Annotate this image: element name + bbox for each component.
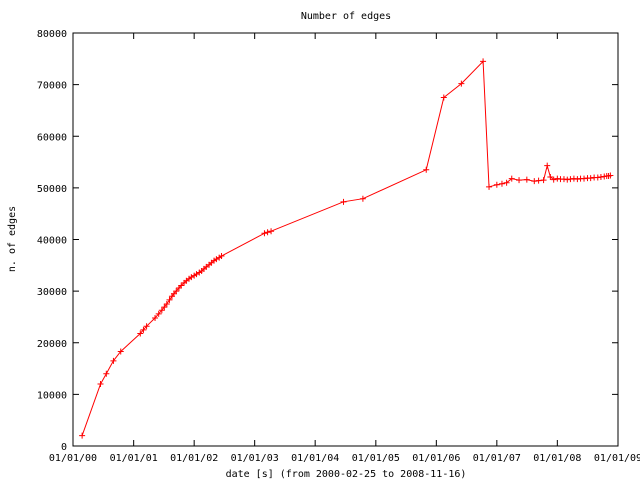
data-point-marker — [594, 174, 601, 181]
data-point-marker — [574, 176, 581, 183]
plot-frame — [72, 32, 619, 447]
data-point-marker — [158, 307, 165, 314]
x-tick-label: 01/01/04 — [291, 453, 339, 464]
data-point-marker — [498, 180, 505, 187]
y-axis-label: n. of edges — [7, 206, 18, 272]
data-point-marker — [547, 174, 554, 181]
data-point-marker — [535, 177, 542, 184]
y-tick-label: 20000 — [37, 339, 67, 350]
data-point-marker — [143, 323, 150, 330]
data-point-marker — [486, 183, 493, 190]
data-point-marker — [458, 80, 465, 87]
data-point-marker — [607, 172, 614, 179]
data-point-marker — [264, 229, 271, 236]
data-point-marker — [261, 230, 268, 237]
x-axis-label: date [s] (from 2000-02-25 to 2008-11-16) — [226, 469, 467, 480]
data-point-marker — [97, 381, 104, 388]
y-tick-label: 40000 — [37, 236, 67, 247]
data-point-marker — [516, 177, 523, 184]
data-point-marker — [480, 58, 487, 65]
y-tick-label: 80000 — [37, 29, 67, 40]
y-tick-label: 0 — [61, 442, 67, 453]
data-point-marker — [597, 174, 604, 181]
data-point-marker — [103, 370, 110, 377]
x-tick-label: 01/01/05 — [352, 453, 400, 464]
data-point-marker — [340, 198, 347, 205]
y-tick-label: 60000 — [37, 132, 67, 143]
data-point-marker — [493, 181, 500, 188]
data-point-marker — [155, 310, 162, 317]
data-point-marker — [140, 326, 147, 333]
x-tick-label: 01/01/02 — [170, 453, 218, 464]
data-point-marker — [163, 301, 170, 308]
x-tick-label: 01/01/08 — [533, 453, 581, 464]
data-point-marker — [152, 314, 159, 321]
x-tick-label: 01/01/09 — [594, 453, 640, 464]
data-point-marker — [117, 348, 124, 355]
series-edges — [79, 58, 614, 439]
data-point-marker — [173, 288, 180, 295]
data-point-marker — [359, 195, 366, 202]
x-tick-label: 01/01/06 — [412, 453, 460, 464]
data-point-marker — [423, 166, 430, 173]
y-tick-label: 30000 — [37, 287, 67, 298]
data-point-marker — [218, 253, 225, 260]
data-point-marker — [570, 175, 577, 182]
y-tick-label: 50000 — [37, 184, 67, 195]
data-point-marker — [161, 304, 168, 311]
chart-title: Number of edges — [301, 11, 391, 22]
data-point-marker — [587, 175, 594, 182]
data-point-marker — [137, 330, 144, 337]
x-tick-label: 01/01/07 — [473, 453, 521, 464]
data-point-marker — [166, 296, 173, 303]
data-point-marker — [540, 177, 547, 184]
data-point-marker — [544, 162, 551, 169]
data-point-marker — [531, 178, 538, 185]
data-point-marker — [503, 179, 510, 186]
data-point-marker — [564, 176, 571, 183]
y-tick-label: 70000 — [37, 81, 67, 92]
data-point-marker — [567, 176, 574, 183]
data-point-marker — [523, 176, 530, 183]
x-tick-label: 01/01/01 — [110, 453, 158, 464]
data-point-marker — [550, 176, 557, 183]
data-point-marker — [508, 175, 515, 182]
data-point-marker — [440, 94, 447, 101]
x-tick-label: 01/01/03 — [231, 453, 279, 464]
data-point-marker — [581, 175, 588, 182]
data-point-marker — [178, 282, 185, 289]
axis-ticks: 0 10000 20000 30000 40000 50000 60000 70000 8000… — [37, 29, 640, 464]
data-point-marker — [560, 176, 567, 183]
data-point-marker — [79, 432, 86, 439]
data-point-marker — [110, 357, 117, 364]
x-tick-label: 01/01/00 — [49, 453, 97, 464]
series-line — [81, 60, 611, 436]
y-tick-label: 10000 — [37, 390, 67, 401]
data-point-marker — [554, 175, 561, 182]
data-point-marker — [268, 228, 275, 235]
